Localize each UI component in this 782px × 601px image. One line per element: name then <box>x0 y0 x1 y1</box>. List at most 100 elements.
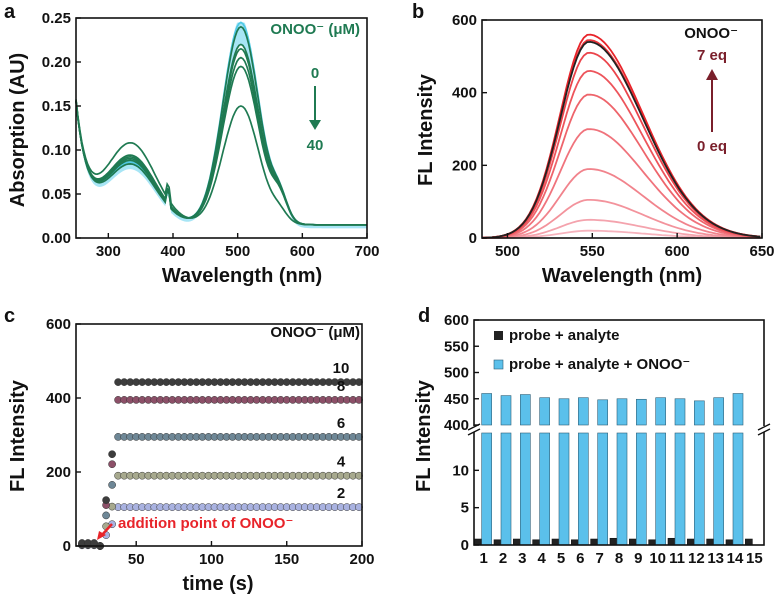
x-tick-label: 600 <box>290 243 315 260</box>
bar-onoo-lower <box>500 432 512 546</box>
legend-swatch-probe <box>494 331 503 340</box>
arrow-head <box>706 69 718 80</box>
y-tick-label: 500 <box>444 365 469 382</box>
x-tick-label: 100 <box>199 551 224 568</box>
kinetic-point <box>102 511 110 520</box>
y-tick-label: 0 <box>469 230 477 247</box>
end-label: 7 eq <box>697 47 727 64</box>
category-label: 12 <box>688 550 705 567</box>
fl-spectrum-line <box>481 93 761 239</box>
end-label: 40 <box>307 137 324 154</box>
bar-onoo-upper <box>694 400 705 426</box>
y-tick-label: 0.25 <box>42 10 71 27</box>
axis-break-mark <box>757 423 771 431</box>
category-label: 11 <box>669 550 685 567</box>
y-tick-label: 400 <box>46 390 71 407</box>
y-axis-label: FL Intensity <box>7 379 29 492</box>
bar-onoo-upper <box>713 397 724 426</box>
x-tick-label: 50 <box>128 551 145 568</box>
bar-probe <box>629 538 637 546</box>
y-tick-label: 600 <box>444 312 469 329</box>
x-tick-label: 650 <box>749 243 774 260</box>
y-tick-label: 400 <box>444 417 469 434</box>
category-label: 2 <box>499 550 507 567</box>
y-tick-label: 0.15 <box>42 98 71 115</box>
x-tick-label: 150 <box>274 551 299 568</box>
series-label: 8 <box>337 378 345 395</box>
arrow-head <box>309 120 321 130</box>
absorption-line <box>75 99 367 226</box>
category-label: 1 <box>479 550 487 567</box>
bar-onoo-lower <box>578 432 589 546</box>
category-label: 10 <box>649 550 666 567</box>
x-tick-label: 500 <box>495 243 520 260</box>
legend-swatch-onoo <box>493 359 504 370</box>
bar-onoo-lower <box>597 432 608 546</box>
bar-onoo-lower <box>713 432 724 546</box>
bar-probe <box>745 538 753 546</box>
x-tick-label: 400 <box>160 243 185 260</box>
x-axis-label: Wavelength (nm) <box>542 265 702 287</box>
addition-label: addition point of ONOO⁻ <box>118 515 293 532</box>
bar-probe <box>609 537 618 546</box>
fl-spectrum-line <box>482 218 761 239</box>
category-label: 5 <box>557 550 565 567</box>
y-tick-label: 10 <box>452 462 469 479</box>
fl-spectrum-line <box>481 69 761 239</box>
bar-probe <box>474 538 482 546</box>
category-label: 6 <box>576 550 584 567</box>
legend-label: probe + analyte + ONOO⁻ <box>509 356 690 373</box>
panel-label-c: c <box>4 305 15 327</box>
category-label: 8 <box>615 550 623 567</box>
y-tick-label: 200 <box>46 464 71 481</box>
start-label: 0 eq <box>697 138 727 155</box>
axis-break-mark <box>757 428 771 436</box>
y-tick-label: 0.00 <box>42 230 71 247</box>
fl-spectrum-line <box>481 128 761 239</box>
start-label: 0 <box>311 65 319 82</box>
x-tick-label: 500 <box>225 243 250 260</box>
bar-probe <box>590 538 598 546</box>
analyte-label: ONOO⁻ <box>684 25 738 42</box>
fl-spectrum-line <box>481 33 761 239</box>
x-axis-label: time (s) <box>182 573 253 595</box>
absorption-line <box>75 65 367 226</box>
bar-onoo-upper <box>655 397 666 426</box>
bar-onoo-lower <box>655 432 666 546</box>
category-label: 9 <box>634 550 642 567</box>
fl-spectrum-line <box>482 168 761 239</box>
axis-break-mark <box>467 428 481 436</box>
category-label: 7 <box>595 550 603 567</box>
bar-onoo-upper <box>616 398 628 426</box>
bar-onoo-upper <box>558 398 570 426</box>
y-tick-label: 600 <box>452 12 477 29</box>
category-label: 13 <box>707 550 724 567</box>
y-axis-label: Absorption (AU) <box>7 53 29 207</box>
category-label: 3 <box>518 550 526 567</box>
concentration-label: ONOO⁻ (μM) <box>270 21 360 38</box>
kinetic-point <box>108 460 116 469</box>
arrow-head <box>97 531 106 540</box>
bar-onoo-upper <box>500 395 512 426</box>
x-tick-label: 550 <box>580 243 605 260</box>
y-tick-label: 0.05 <box>42 186 71 203</box>
bar-probe <box>687 538 695 546</box>
plot-frame-c <box>75 323 363 547</box>
bar-onoo-upper <box>674 398 686 426</box>
y-axis-label: FL Intensity <box>415 73 437 186</box>
y-tick-label: 450 <box>444 391 469 408</box>
axis-break-gap <box>470 426 768 432</box>
bar-onoo-lower <box>674 432 686 546</box>
bar-onoo-upper <box>732 393 744 426</box>
legend-label: probe + analyte <box>509 327 619 344</box>
y-tick-label: 5 <box>461 500 469 517</box>
kinetic-point <box>102 496 110 504</box>
plot-frame-a <box>75 17 368 239</box>
bar-onoo-upper <box>578 397 589 426</box>
series-label: 4 <box>337 454 346 471</box>
bar-onoo-lower <box>636 432 647 546</box>
kinetic-point <box>108 450 116 459</box>
panel-label-a: a <box>4 1 16 23</box>
category-label: 4 <box>537 550 546 567</box>
